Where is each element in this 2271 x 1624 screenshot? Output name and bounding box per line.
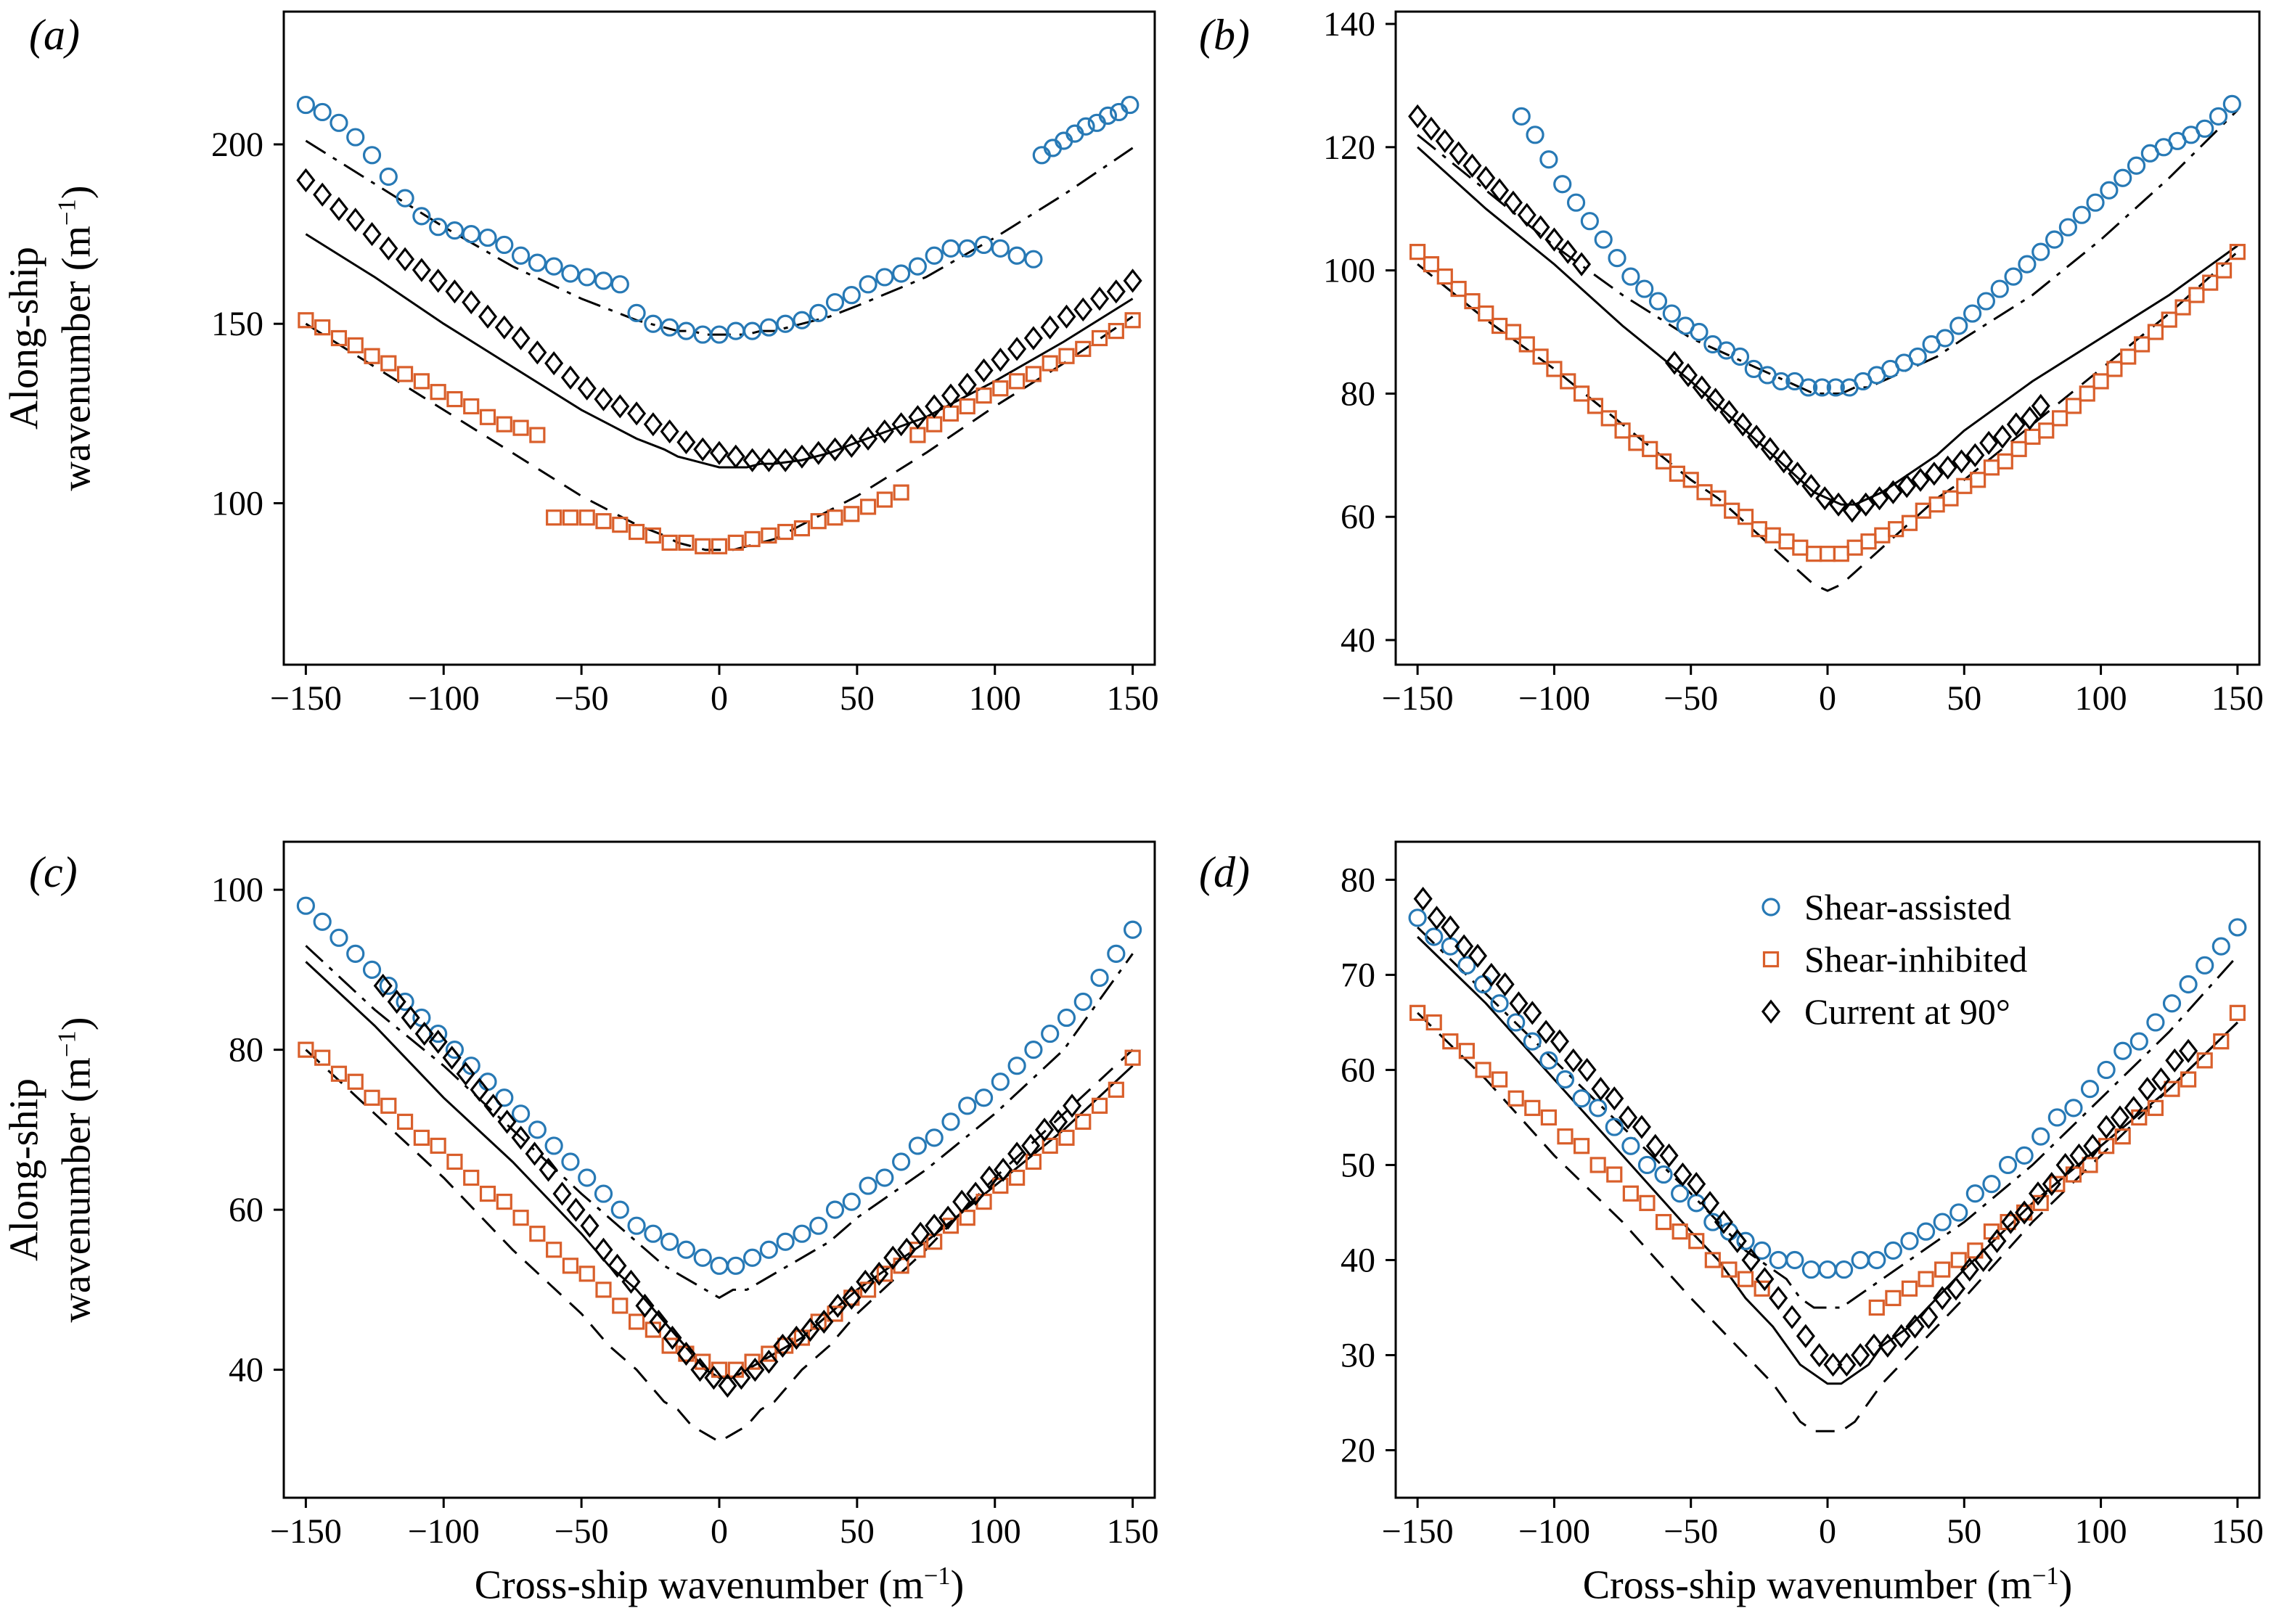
x-tick-label: 50 xyxy=(840,679,875,718)
y-axis-title-line2: wavenumber (m xyxy=(54,226,99,491)
x-axis-title-close: ) xyxy=(950,1562,965,1608)
series-model-dashdot xyxy=(305,945,1134,1300)
y-tick-label: 60 xyxy=(1341,498,1375,536)
panel-label-d: (d) xyxy=(1199,848,1250,896)
y-tick-label: 80 xyxy=(1341,374,1375,413)
y-tick-label: 60 xyxy=(229,1191,263,1229)
x-axis-title-text: Cross-ship wavenumber (m xyxy=(474,1562,924,1608)
series-model-dashed xyxy=(305,1049,1134,1443)
x-tick-label: 0 xyxy=(711,1512,728,1551)
panel-label-b: (b) xyxy=(1199,11,1250,59)
x-tick-label: 100 xyxy=(2075,1512,2127,1551)
x-tick-label: 0 xyxy=(1819,1512,1836,1551)
panel-d-svg: −150 −100 −50 0 50 100 150 20 30 40 50 60 70 80 Shear-… xyxy=(1341,840,2264,1551)
y-tick-label: 80 xyxy=(1341,861,1375,899)
x-tick-label: −100 xyxy=(408,1512,480,1551)
series-shear-inhibited xyxy=(298,312,1141,554)
panel-a-svg: −150 −100 −50 0 50 100 150 100 150 200 xyxy=(211,10,1159,718)
series-current-at-90 xyxy=(1408,104,2050,523)
series-current-at-90 xyxy=(373,973,1082,1398)
series-model-dashed xyxy=(1417,250,2238,592)
legend-label: Shear-inhibited xyxy=(1804,939,2027,980)
x-tick-label: 100 xyxy=(2075,679,2127,718)
y-tick-label: 150 xyxy=(211,305,263,343)
y-axis-title-close: ) xyxy=(54,185,99,200)
x-tick-label: 50 xyxy=(1947,679,1981,718)
y-tick-label: 200 xyxy=(211,126,263,164)
x-tick-label: 150 xyxy=(2211,1512,2264,1551)
y-axis-title-line1: Along-ship xyxy=(1,1078,47,1261)
series-model-solid xyxy=(1417,935,2238,1385)
x-tick-label: −50 xyxy=(555,679,609,718)
x-tick-label: 150 xyxy=(1107,679,1159,718)
series-model-dashdot xyxy=(305,139,1134,336)
y-tick-label: 40 xyxy=(1341,621,1375,660)
series-shear-inhibited xyxy=(1409,244,2246,562)
series-model-dashdot xyxy=(1417,926,2239,1309)
series-current-at-90 xyxy=(296,168,1142,472)
y-axis-title-sup: −1 xyxy=(52,199,81,226)
y-tick-label: 30 xyxy=(1341,1336,1375,1374)
series-model-solid xyxy=(1417,146,2238,506)
panel-label-c: (c) xyxy=(29,848,78,896)
series-current-at-90 xyxy=(1413,887,2198,1377)
y-axis-title-sup: −1 xyxy=(52,1030,81,1058)
series-shear-inhibited xyxy=(1409,1004,2246,1316)
x-axis-title-text: Cross-ship wavenumber (m xyxy=(1582,1562,2032,1608)
x-tick-label: 100 xyxy=(969,1512,1021,1551)
x-axis-title-sup: −1 xyxy=(923,1562,951,1590)
y-tick-label: 50 xyxy=(1341,1146,1375,1184)
panel-b-svg: −150 −100 −50 0 50 100 150 40 60 80 100 120 140 xyxy=(1323,5,2264,718)
panel-label-a: (a) xyxy=(29,11,80,59)
series-model-solid xyxy=(305,961,1134,1379)
x-tick-label: −50 xyxy=(1664,679,1718,718)
x-tick-label: 0 xyxy=(711,679,728,718)
x-tick-label: −100 xyxy=(1518,1512,1590,1551)
x-tick-label: −150 xyxy=(1382,679,1454,718)
series-shear-assisted xyxy=(296,896,1142,1275)
y-axis-title-line2: wavenumber (m xyxy=(54,1057,99,1323)
x-tick-label: 100 xyxy=(969,679,1021,718)
x-axis-title-sup: −1 xyxy=(2031,1562,2059,1590)
series-model-solid xyxy=(305,233,1134,469)
series-model-dashed xyxy=(305,316,1134,551)
legend: Shear-assisted Shear-inhibited Current at … xyxy=(1761,887,2027,1032)
y-tick-label: 80 xyxy=(229,1031,263,1070)
x-tick-label: −100 xyxy=(408,679,480,718)
y-tick-label: 100 xyxy=(211,484,263,522)
series-shear-assisted xyxy=(296,95,1139,344)
legend-label: Shear-assisted xyxy=(1804,887,2011,927)
x-tick-label: 50 xyxy=(1947,1512,1981,1551)
x-tick-label: −100 xyxy=(1518,679,1590,718)
x-tick-label: −50 xyxy=(1664,1512,1718,1551)
series-shear-assisted xyxy=(1408,909,2247,1279)
y-tick-label: 40 xyxy=(229,1351,263,1390)
x-axis-title-close: ) xyxy=(2058,1562,2073,1608)
series-shear-assisted xyxy=(1512,94,2241,397)
y-tick-label: 20 xyxy=(1341,1431,1375,1469)
x-tick-label: 150 xyxy=(2211,679,2264,718)
x-tick-label: −150 xyxy=(270,679,342,718)
y-tick-label: 140 xyxy=(1323,5,1375,44)
y-tick-label: 100 xyxy=(211,871,263,909)
y-axis-title-close: ) xyxy=(54,1017,99,1031)
y-tick-label: 120 xyxy=(1323,128,1375,167)
x-tick-label: −150 xyxy=(270,1512,342,1551)
x-tick-label: −150 xyxy=(1382,1512,1454,1551)
y-tick-label: 60 xyxy=(1341,1051,1375,1089)
y-tick-label: 70 xyxy=(1341,956,1375,994)
x-tick-label: 50 xyxy=(840,1512,875,1551)
x-tick-label: 0 xyxy=(1819,679,1836,718)
y-axis-title-line1: Along-ship xyxy=(1,247,47,430)
panel-c-svg: −150 −100 −50 0 50 100 150 40 60 80 100 xyxy=(211,840,1159,1551)
series-model-dashed xyxy=(1417,1012,2238,1432)
series-shear-inhibited xyxy=(298,1041,1141,1378)
y-tick-label: 40 xyxy=(1341,1241,1375,1279)
x-tick-label: −50 xyxy=(555,1512,609,1551)
legend-label: Current at 90° xyxy=(1804,991,2010,1032)
y-tick-label: 100 xyxy=(1323,252,1375,290)
x-tick-label: 150 xyxy=(1107,1512,1159,1551)
